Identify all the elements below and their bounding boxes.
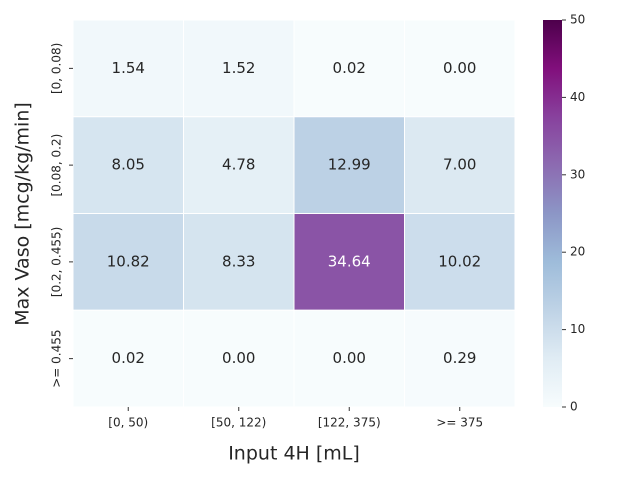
cell-label: 8.33 [222, 252, 255, 270]
x-tick-label: >= 375 [436, 416, 483, 430]
heatmap-cell [183, 116, 295, 214]
heatmap-cell [183, 19, 295, 118]
cell-label: 0.02 [333, 59, 366, 77]
cell-label: 1.52 [222, 59, 255, 77]
heatmap-cell [404, 116, 516, 214]
heatmap-cell [404, 309, 516, 408]
colorbar-tick-label: 40 [570, 90, 585, 104]
heatmap-cell [183, 309, 295, 408]
heatmap-cell [183, 213, 295, 311]
cell-label: 34.64 [328, 252, 371, 270]
colorbar-tick-label: 50 [570, 13, 585, 27]
colorbar-tick-label: 30 [570, 167, 585, 181]
heatmap-cell [72, 116, 184, 214]
cell-label: 8.05 [112, 156, 145, 174]
colorbar-tick-label: 10 [570, 322, 585, 336]
y-tick-label: [0.08, 0.2) [50, 134, 64, 197]
heatmap-cell [404, 19, 516, 118]
x-tick-label: [122, 375) [318, 416, 381, 430]
heatmap-cell [72, 309, 184, 408]
heatmap-cell [72, 19, 184, 118]
cell-label: 10.82 [107, 252, 150, 270]
cell-label: 4.78 [222, 156, 255, 174]
y-tick-label: >= 0.455 [50, 329, 64, 387]
heatmap-cell [293, 19, 405, 118]
cell-label: 7.00 [443, 156, 476, 174]
colorbar [543, 20, 562, 407]
cell-label: 10.02 [438, 252, 481, 270]
cell-label: 0.00 [333, 349, 366, 367]
x-tick-label: [50, 122) [211, 416, 266, 430]
cell-label: 0.00 [443, 59, 476, 77]
colorbar-tick-label: 0 [570, 400, 578, 414]
heatmap-cell [293, 309, 405, 408]
cell-label: 1.54 [112, 59, 145, 77]
y-axis-label: Max Vaso [mcg/kg/min] [12, 102, 34, 326]
heatmap-cell [404, 213, 516, 311]
cell-label: 0.29 [443, 349, 476, 367]
x-tick-label: [0, 50) [108, 416, 148, 430]
y-tick-label: [0, 0.08) [50, 43, 64, 94]
colorbar-tick-label: 20 [570, 245, 585, 259]
x-axis-label: Input 4H [mL] [228, 443, 360, 465]
cell-label: 12.99 [328, 156, 371, 174]
cell-label: 0.02 [112, 349, 145, 367]
y-tick-label: [0.2, 0.455) [50, 227, 64, 297]
cell-label: 0.00 [222, 349, 255, 367]
